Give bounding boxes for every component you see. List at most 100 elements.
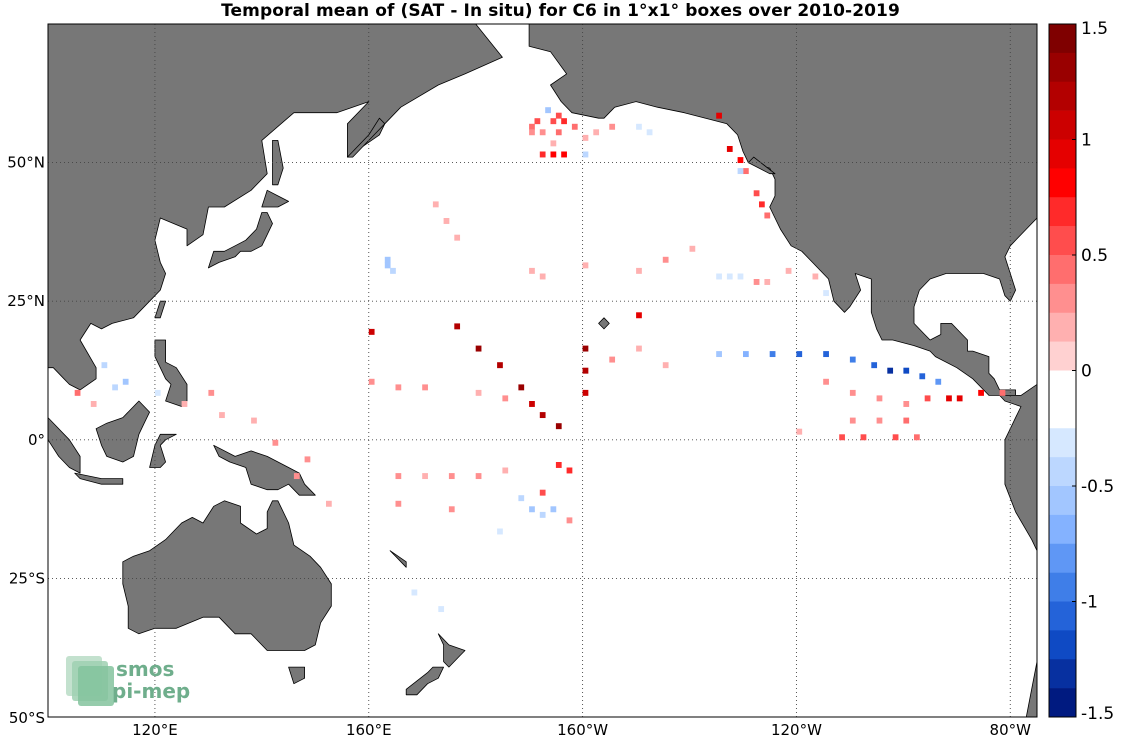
- anomaly-cell: [502, 395, 509, 402]
- anomaly-cell: [561, 118, 567, 125]
- colorbar-segment: [1049, 486, 1076, 516]
- anomaly-cell: [935, 378, 942, 385]
- anomaly-cell: [395, 500, 402, 507]
- anomaly-cell: [518, 384, 525, 391]
- anomaly-cell: [304, 456, 311, 463]
- anomaly-cell: [978, 389, 984, 396]
- tasmania: [288, 666, 306, 685]
- anomaly-cell: [737, 168, 744, 175]
- anomaly-cell: [90, 401, 97, 407]
- longitude-tick-label: 120°E: [132, 721, 178, 738]
- anomaly-cell: [251, 417, 257, 424]
- anomaly-cell: [582, 151, 589, 158]
- colorbar-segment: [1049, 24, 1076, 54]
- anomaly-cell: [823, 351, 829, 358]
- anomaly-cell: [395, 473, 402, 480]
- new-zealand-south: [405, 666, 445, 696]
- anomaly-cell: [395, 384, 402, 391]
- anomaly-cell: [539, 273, 546, 280]
- colorbar-segment: [1049, 110, 1076, 140]
- anomaly-cell: [999, 389, 1006, 396]
- anomaly-cell: [849, 356, 856, 363]
- anomaly-cell: [112, 384, 118, 391]
- anomaly-cell: [74, 389, 81, 396]
- anomaly-cell: [566, 467, 573, 474]
- anomaly-cell: [208, 389, 215, 396]
- anomaly-cell: [272, 439, 279, 446]
- anomaly-cell: [636, 312, 642, 319]
- anomaly-cell: [432, 201, 439, 208]
- latitude-tick-label: 25°S: [9, 569, 45, 587]
- anomaly-cell: [582, 134, 589, 141]
- anomaly-cell: [529, 267, 535, 274]
- south-america: [999, 383, 1037, 717]
- colorbar-segment: [1049, 572, 1076, 602]
- colorbar-tick-label: 0.5: [1081, 246, 1108, 266]
- anomaly-cell: [716, 273, 722, 280]
- hokkaido: [261, 189, 290, 208]
- anomaly-cell: [860, 434, 867, 441]
- anomaly-cell: [475, 389, 482, 396]
- anomaly-cell: [892, 434, 899, 441]
- anomaly-cell: [636, 511, 642, 518]
- colorbar-segment: [1049, 283, 1076, 314]
- anomaly-cell: [823, 290, 829, 297]
- anomaly-cell: [502, 467, 509, 474]
- anomaly-cell: [903, 417, 910, 424]
- anomaly-cell: [571, 123, 578, 130]
- anomaly-cell: [550, 506, 557, 513]
- colorbar-tick-label: -1.5: [1081, 704, 1114, 724]
- logo-text-smos: smos: [116, 657, 174, 681]
- anomaly-cell: [887, 367, 894, 374]
- colorbar-segment: [1049, 630, 1076, 660]
- taiwan: [154, 300, 167, 319]
- anomaly-cell: [914, 434, 920, 441]
- anomaly-cell: [181, 401, 188, 407]
- anomaly-cell: [566, 517, 573, 524]
- figure-title: Temporal mean of (SAT - In situ) for C6 …: [221, 1, 900, 21]
- sumatra: [48, 417, 81, 474]
- longitude-tick-label: 120°W: [771, 721, 822, 738]
- kamchatka-extra: [346, 117, 386, 158]
- anomaly-cell: [636, 345, 642, 352]
- anomaly-cell: [662, 256, 669, 263]
- anomaly-cell: [122, 378, 129, 385]
- anomaly-cell: [539, 151, 546, 158]
- anomaly-cell: [550, 118, 557, 125]
- new-zealand-north: [437, 633, 466, 668]
- anomaly-cell: [919, 373, 926, 380]
- anomaly-cell: [529, 506, 535, 513]
- latitude-tick-label: 0°: [28, 431, 45, 449]
- colorbar-tick-label: 1: [1081, 131, 1092, 151]
- north-america: [528, 24, 1037, 396]
- colorbar-tick-label: -0.5: [1081, 477, 1114, 497]
- graticule-grid: [48, 24, 1037, 717]
- anomaly-cell: [636, 123, 642, 130]
- anomaly-cell: [454, 323, 461, 330]
- anomaly-cell: [785, 267, 792, 274]
- borneo: [95, 400, 151, 463]
- anomaly-cell: [726, 273, 733, 280]
- latitude-labels: 50°N 25°N 0° 25°S 50°S: [7, 154, 45, 727]
- anomaly-cell: [497, 528, 503, 535]
- latitude-tick-label: 50°S: [9, 709, 45, 727]
- anomaly-cell: [609, 356, 616, 363]
- colorbar-segment: [1049, 255, 1076, 285]
- anomaly-cell: [368, 378, 375, 385]
- anomaly-cell: [812, 273, 819, 280]
- longitude-tick-label: 160°E: [346, 721, 392, 738]
- anomaly-cell: [529, 123, 535, 130]
- anomaly-cell: [903, 401, 910, 407]
- colorbar-segment: [1049, 659, 1076, 689]
- anomaly-cell: [555, 423, 562, 430]
- anomaly-cell: [555, 129, 562, 136]
- colorbar-segment: [1049, 370, 1076, 400]
- anomaly-cell: [636, 267, 642, 274]
- anomaly-cell: [555, 112, 562, 119]
- colorbar-segment: [1049, 688, 1076, 718]
- land-masses: [48, 24, 1037, 717]
- colorbar-segment: [1049, 226, 1076, 256]
- anomaly-cell: [555, 462, 562, 468]
- anomaly-cell: [368, 328, 375, 335]
- anomaly-cell: [550, 140, 557, 147]
